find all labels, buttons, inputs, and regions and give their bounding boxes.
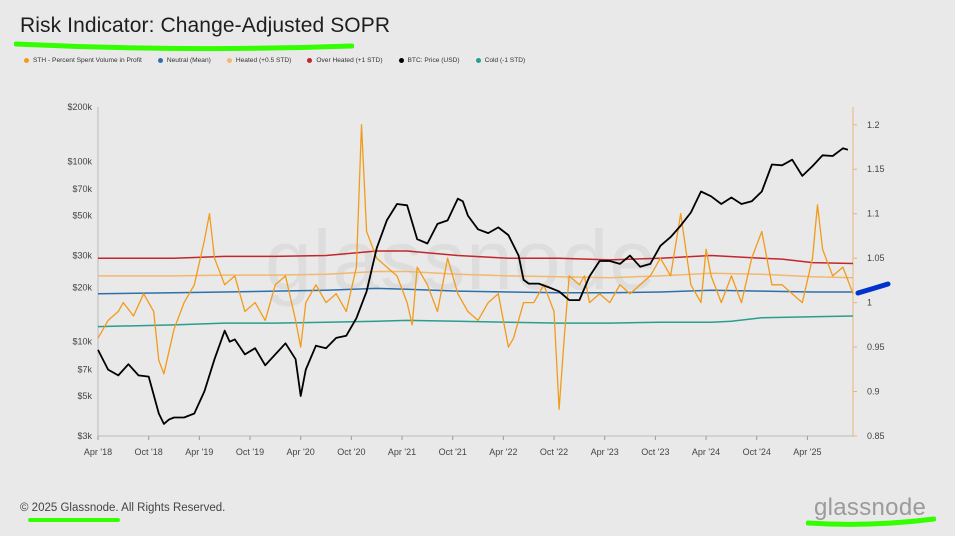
- x-tick-label: Apr '20: [287, 447, 315, 457]
- footer-underline-marker: [28, 518, 120, 522]
- legend-item[interactable]: Cold (-1 STD): [475, 57, 526, 64]
- x-tick-label: Oct '21: [439, 447, 467, 457]
- legend-item[interactable]: Over Heated (+1 STD): [307, 57, 383, 64]
- series-line-heated-0-5-std-: [98, 270, 854, 279]
- legend-swatch: [157, 58, 163, 63]
- chart-legend: STH - Percent Spent Volume in Profit Neut…: [24, 57, 525, 64]
- x-tick-label: Oct '20: [337, 447, 365, 457]
- y-right-tick-label: 0.85: [867, 431, 885, 441]
- glassnode-logo: glassnode: [814, 494, 927, 521]
- legend-swatch: [475, 58, 481, 63]
- x-tick-label: Apr '22: [489, 447, 517, 457]
- legend-swatch: [24, 58, 29, 63]
- x-tick-label: Oct '18: [135, 447, 163, 457]
- series-line-over-heated-1-std-: [98, 250, 854, 265]
- x-tick-label: Apr '21: [388, 447, 416, 457]
- series-line-cold-1-std-: [97, 315, 854, 328]
- legend-label: Heated (+0.5 STD): [235, 57, 292, 64]
- x-tick-label: Apr '18: [84, 447, 112, 457]
- x-tick-label: Apr '25: [793, 447, 821, 457]
- x-tick-label: Oct '22: [540, 447, 568, 457]
- x-tick-label: Apr '19: [185, 447, 213, 457]
- series-line-neutral-mean-: [97, 287, 853, 295]
- legend-label: Over Heated (+1 STD): [316, 57, 383, 64]
- title-underline-marker: [14, 41, 354, 52]
- y-left-tick-label: $7k: [77, 365, 92, 375]
- y-right-tick-label: 1.05: [867, 253, 885, 263]
- copyright-footer: © 2025 Glassnode. All Rights Reserved.: [20, 502, 226, 514]
- y-left-tick-label: $50k: [72, 211, 92, 221]
- legend-swatch: [307, 58, 313, 63]
- x-tick-label: Oct '24: [743, 447, 771, 457]
- legend-swatch: [226, 58, 232, 63]
- logo-underline-marker: [806, 516, 936, 527]
- y-left-tick-label: $200k: [67, 102, 92, 112]
- y-left-tick-label: $20k: [72, 282, 92, 292]
- y-right-tick-label: 0.95: [867, 342, 885, 352]
- x-tick-label: Oct '23: [641, 447, 669, 457]
- y-right-tick-label: 1.2: [867, 120, 880, 130]
- series-line-sth-percent-spent-volume-in-profit: [97, 124, 854, 410]
- legend-label: Neutral (Mean): [166, 57, 211, 64]
- legend-item[interactable]: Heated (+0.5 STD): [226, 57, 292, 64]
- legend-label: Cold (-1 STD): [484, 57, 526, 64]
- legend-item[interactable]: STH - Percent Spent Volume in Profit: [24, 57, 142, 64]
- legend-item[interactable]: BTC: Price (USD): [398, 57, 460, 64]
- y-left-tick-label: $5k: [77, 391, 92, 401]
- legend-label: BTC: Price (USD): [407, 57, 460, 64]
- legend-swatch: [398, 58, 404, 63]
- y-right-tick-label: 1: [867, 298, 872, 308]
- y-right-tick-label: 0.9: [867, 387, 880, 397]
- legend-label: STH - Percent Spent Volume in Profit: [33, 57, 142, 64]
- blue-marker-annotation: [855, 281, 891, 296]
- y-left-tick-label: $10k: [72, 337, 92, 347]
- x-tick-label: Apr '24: [692, 447, 720, 457]
- y-left-tick-label: $30k: [72, 251, 92, 261]
- x-tick-label: Oct '19: [236, 447, 264, 457]
- x-tick-label: Apr '23: [591, 447, 619, 457]
- legend-item[interactable]: Neutral (Mean): [157, 57, 211, 64]
- y-left-tick-label: $70k: [72, 184, 92, 194]
- y-left-tick-label: $3k: [77, 431, 92, 441]
- y-right-tick-label: 1.1: [867, 209, 880, 219]
- series-line-btc-price-usd-: [97, 147, 849, 425]
- y-right-tick-label: 1.15: [867, 164, 885, 174]
- chart-title: Risk Indicator: Change-Adjusted SOPR: [20, 14, 391, 37]
- y-left-tick-label: $100k: [67, 156, 92, 166]
